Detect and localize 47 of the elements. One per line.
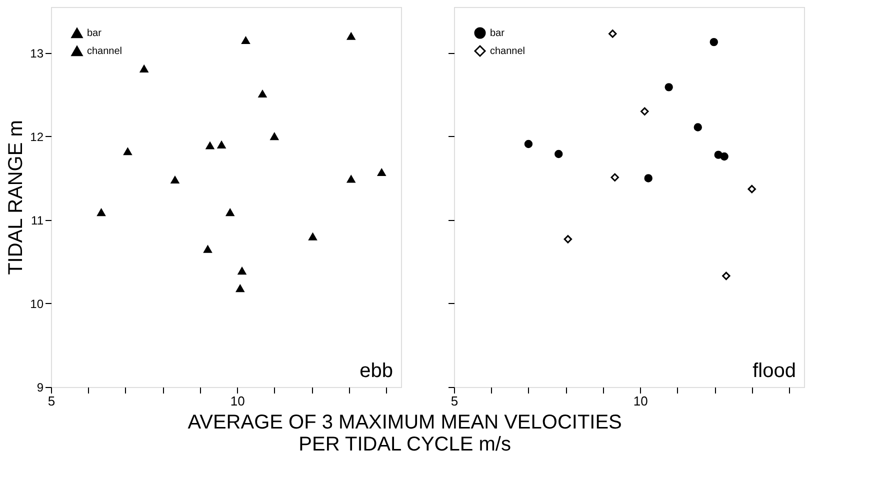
annotation: flood [752, 360, 796, 382]
point [564, 235, 572, 244]
point [124, 148, 132, 156]
point [664, 83, 673, 92]
point [140, 65, 148, 72]
point [694, 123, 702, 132]
point [242, 36, 250, 44]
point [347, 32, 356, 40]
point [608, 30, 617, 38]
legend-label: bar [490, 28, 506, 39]
annotation: ebb [360, 360, 393, 382]
point [217, 141, 226, 148]
y-tick-label: 13 [30, 46, 44, 60]
x-tick-label: 5 [450, 394, 458, 408]
point [610, 173, 619, 182]
point [206, 142, 214, 150]
point [170, 176, 180, 184]
x-tick-label: 10 [230, 394, 245, 408]
point [258, 90, 267, 98]
x-tick-label: 5 [48, 394, 56, 408]
point [554, 150, 563, 158]
y-tick-label: 12 [30, 130, 44, 144]
point [644, 174, 652, 182]
point [97, 208, 106, 216]
point [378, 168, 386, 176]
point [347, 175, 356, 183]
y-tick-label: 11 [31, 213, 44, 228]
y-tick-label: 10 [30, 296, 44, 311]
point [524, 140, 533, 148]
y-tick-label: 9 [36, 380, 44, 394]
point [720, 152, 728, 161]
point [226, 208, 234, 216]
x-tick-label: 10 [633, 394, 648, 408]
point [238, 267, 246, 275]
legend-label: bar [87, 28, 102, 39]
point [204, 246, 212, 253]
y-axis-title: TIDAL RANGE m [5, 120, 28, 275]
x-axis-title: AVERAGE OF 3 MAXIMUM MEAN VELOCITIES PER TIDAL CYCLE m/s [188, 412, 622, 456]
point [270, 132, 279, 140]
legend-label: channel [87, 46, 122, 57]
point [236, 284, 244, 292]
point [748, 184, 756, 194]
legend-label: channel [490, 46, 526, 57]
point [722, 272, 730, 280]
point [640, 107, 649, 116]
point [308, 233, 317, 240]
point [710, 38, 718, 46]
